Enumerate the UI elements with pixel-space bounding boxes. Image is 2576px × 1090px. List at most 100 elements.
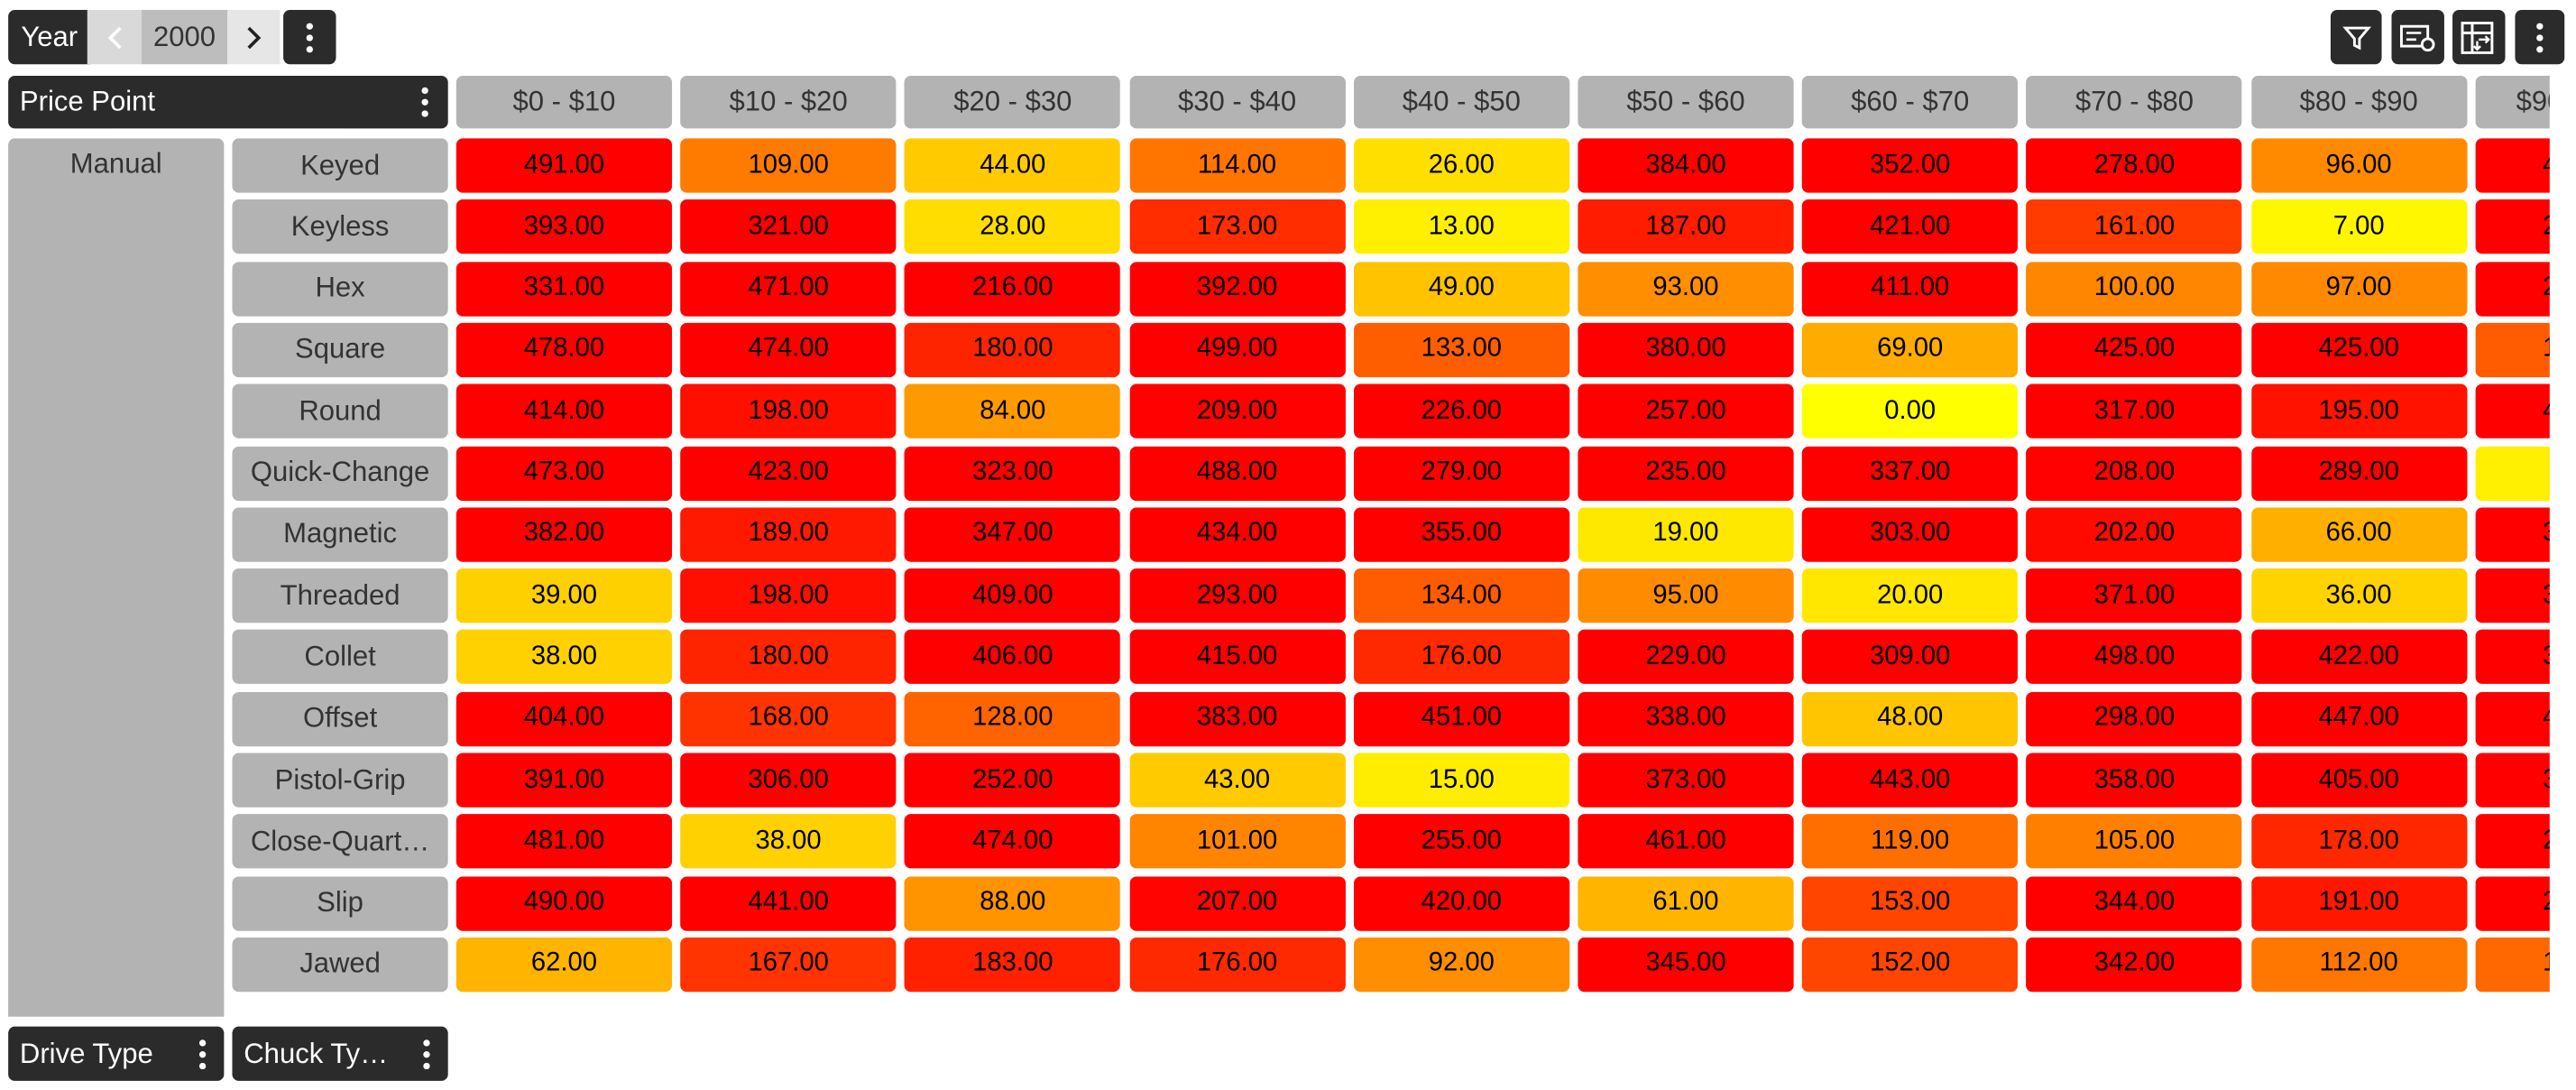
column-header: $40 - $50	[1353, 76, 1569, 129]
value-cell: 100.00	[2026, 261, 2243, 316]
filter-icon	[2341, 25, 2371, 50]
value-cell: 38.00	[680, 814, 897, 869]
value-cell: 380.00	[1578, 322, 1794, 377]
value-cell: 26.00	[1353, 138, 1569, 193]
column-header: $20 - $30	[905, 76, 1121, 129]
value-cell: 229.00	[1578, 630, 1794, 685]
column-header: $10 - $20	[680, 76, 897, 129]
value-cell: 405.00	[2250, 753, 2467, 808]
value-cell: 209.00	[1128, 383, 1346, 439]
value-cell: 173.00	[1128, 199, 1346, 254]
value-cell: 317.00	[2026, 383, 2243, 439]
prev-year[interactable]	[87, 9, 143, 65]
value-cell: 93.00	[1578, 261, 1794, 316]
row-label: Keyed	[232, 138, 448, 193]
row-label: Pistol-Grip	[232, 753, 448, 808]
value-cell: 471.00	[680, 261, 897, 316]
column-header: $80 - $90	[2250, 76, 2467, 129]
row-label: Slip	[232, 875, 448, 931]
filter-button[interactable]	[2330, 9, 2382, 65]
value-cell: 48.00	[1802, 691, 2019, 746]
value-cell: 473.00	[455, 445, 673, 501]
value-cell: 312.00	[2475, 753, 2550, 808]
value-cell: 474.00	[905, 814, 1121, 869]
value-cell: 345.00	[1578, 937, 1794, 993]
row-label: Magnetic	[232, 507, 448, 562]
value-cell: 112.00	[2250, 937, 2467, 993]
value-cell: 421.00	[2475, 691, 2550, 746]
value-cell: 382.00	[455, 507, 673, 562]
value-cell: 135.00	[2475, 322, 2550, 377]
value-cell: 491.00	[455, 138, 673, 193]
value-cell: 187.00	[1578, 199, 1794, 254]
value-cell: 109.00	[680, 138, 897, 193]
value-cell: 226.00	[2475, 814, 2550, 869]
value-cell: 167.00	[680, 937, 897, 993]
value-cell: 235.00	[1578, 445, 1794, 501]
row-label: Jawed	[232, 937, 448, 993]
value-cell: 499.00	[1128, 322, 1346, 377]
row-label: Quick-Change	[232, 445, 448, 501]
value-cell: 20.00	[1802, 568, 2019, 624]
value-cell: 128.00	[905, 691, 1121, 746]
row-label: Keyless	[232, 199, 448, 254]
row-label: Collet	[232, 630, 448, 685]
row-label: Round	[232, 383, 448, 439]
value-cell: 293.00	[2475, 199, 2550, 254]
value-cell: 358.00	[2026, 753, 2243, 808]
row-field-menu[interactable]	[183, 1027, 223, 1081]
value-cell: 7.00	[2250, 199, 2467, 254]
next-year[interactable]	[227, 9, 281, 65]
year-menu[interactable]	[283, 9, 336, 65]
value-cell: 88.00	[905, 875, 1121, 931]
value-cell: 447.00	[2250, 691, 2467, 746]
swap-button[interactable]	[2452, 9, 2506, 65]
value-cell: 152.00	[1802, 937, 2019, 993]
value-cell: 303.00	[1802, 507, 2019, 562]
chevron-right	[247, 25, 262, 49]
value-cell: 306.00	[680, 753, 897, 808]
value-cell: 168.00	[680, 691, 897, 746]
value-cell: 393.00	[455, 199, 673, 254]
value-cell: 95.00	[1578, 568, 1794, 624]
value-cell: 119.00	[1802, 814, 2019, 869]
kebab-icon	[306, 22, 313, 52]
row-field[interactable]: Drive Type	[8, 1026, 225, 1081]
value-cell: 421.00	[2475, 383, 2550, 439]
value-cell: 421.00	[1802, 199, 2019, 254]
value-cell: 425.00	[2026, 322, 2243, 377]
settings-button[interactable]	[2391, 9, 2444, 65]
value-cell: 15.00	[1353, 753, 1569, 808]
row-field-menu[interactable]	[407, 1027, 446, 1081]
year-value[interactable]: 2000	[142, 9, 228, 65]
value-cell: 133.00	[1353, 322, 1569, 377]
value-cell: 420.00	[1353, 875, 1569, 931]
value-cell: 423.00	[680, 445, 897, 501]
more-button[interactable]	[2515, 9, 2565, 65]
value-cell: 392.00	[1128, 261, 1346, 316]
value-cell: 425.00	[2250, 322, 2467, 377]
value-cell: 478.00	[455, 322, 673, 377]
column-field[interactable]: Price Point	[8, 76, 448, 129]
value-cell: 342.00	[2026, 937, 2243, 993]
row-label: Close-Quart…	[232, 814, 448, 869]
column-field-menu[interactable]	[405, 76, 445, 128]
row-field[interactable]: Chuck Ty…	[232, 1026, 448, 1081]
value-cell: 176.00	[1353, 630, 1569, 685]
value-cell: 161.00	[2026, 199, 2243, 254]
value-cell: 441.00	[680, 875, 897, 931]
value-cell: 289.00	[2250, 445, 2467, 501]
value-cell: 264.00	[2475, 261, 2550, 316]
value-cell: 0.00	[1802, 383, 2019, 439]
settings-icon	[2399, 23, 2435, 51]
value-cell: 373.00	[1578, 753, 1794, 808]
value-cell: 101.00	[1128, 814, 1346, 869]
table-viewport: Price Point Manual $0 - $10 $10 - $20 $20 …	[8, 76, 2550, 1017]
value-cell: 183.00	[905, 937, 1121, 993]
value-cell: 153.00	[1802, 875, 2019, 931]
column-header: $60 - $70	[1802, 76, 2019, 129]
value-cell: 66.00	[2250, 507, 2467, 562]
column-header: $30 - $40	[1128, 76, 1346, 129]
value-cell: 384.00	[1578, 138, 1794, 193]
value-cell: 96.00	[2250, 138, 2467, 193]
